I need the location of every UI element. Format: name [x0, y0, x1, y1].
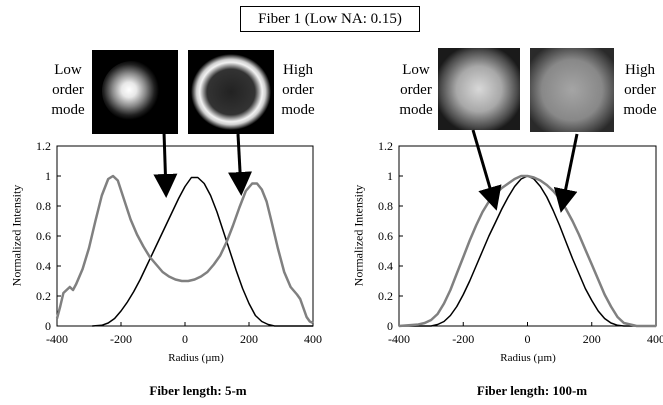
y-tick-label: 0: [387, 319, 393, 333]
series-line: [92, 176, 313, 327]
panel1-low-mode-photo: [92, 50, 178, 134]
panel2-ylabel: Normalized Intensity: [351, 184, 366, 287]
pointer-arrow: [153, 131, 178, 198]
x-tick-label: -200: [110, 332, 132, 346]
x-tick-label: 400: [647, 332, 663, 346]
x-tick-label: 400: [304, 332, 322, 346]
panel2-low-mode-photo: [438, 48, 520, 130]
label-line: order: [400, 82, 432, 98]
panel2-high-mode-label: High order mode: [620, 60, 660, 120]
panel1-caption: Fiber length: 5-m: [149, 383, 247, 398]
high-mode-photo-svg: [188, 50, 274, 134]
label-line: order: [282, 82, 314, 98]
y-tick-label: 0.2: [36, 289, 51, 303]
x-tick-label: 0: [525, 332, 531, 346]
label-line: Low: [54, 62, 82, 78]
panel1-high-mode-photo: [188, 50, 274, 134]
y-tick-label: 0.2: [378, 289, 393, 303]
panel1-ylabel-wrap: Normalized Intensity: [10, 176, 24, 296]
panel2-xlabel: Radius (µm): [500, 352, 556, 364]
panel2-high-mode-photo: [530, 48, 614, 132]
y-tick-label: 0.8: [378, 199, 393, 213]
x-tick-label: 0: [182, 332, 188, 346]
series-line: [398, 174, 656, 328]
x-tick-label: -400: [388, 332, 410, 346]
y-tick-label: 1.2: [378, 139, 393, 153]
label-line: mode: [623, 102, 657, 118]
series-line: [55, 174, 314, 325]
label-line: mode: [281, 102, 315, 118]
x-tick-label: 200: [583, 332, 601, 346]
panel1-low-mode-label: Low order mode: [40, 60, 96, 120]
label-line: mode: [51, 102, 85, 118]
pointer-arrow: [228, 133, 253, 196]
panel1-ylabel: Normalized Intensity: [9, 184, 24, 287]
y-tick-label: 1: [45, 169, 51, 183]
figure-title: Fiber 1 (Low NA: 0.15): [240, 6, 420, 32]
high-mode-photo-svg: [530, 48, 614, 132]
y-tick-label: 1.2: [36, 139, 51, 153]
x-tick-label: -200: [452, 332, 474, 346]
x-tick-label: 200: [240, 332, 258, 346]
pointer-arrow: [553, 133, 579, 213]
y-tick-label: 0.8: [36, 199, 51, 213]
panel2-caption: Fiber length: 100-m: [476, 383, 588, 398]
label-line: High: [625, 62, 655, 78]
y-tick-label: 0.6: [36, 229, 51, 243]
panel1-high-mode-label: High order mode: [278, 60, 318, 120]
y-tick-label: 1: [387, 169, 393, 183]
y-tick-label: 0.4: [36, 259, 51, 273]
low-mode-photo-svg: [92, 50, 178, 134]
label-line: Low: [402, 62, 430, 78]
pointer-arrow: [471, 129, 502, 211]
x-tick-label: -400: [46, 332, 68, 346]
label-line: order: [624, 82, 656, 98]
y-tick-label: 0: [45, 319, 51, 333]
panel1-xlabel: Radius (µm): [168, 352, 224, 364]
panel2-ylabel-wrap: Normalized Intensity: [352, 176, 366, 296]
panel2-low-mode-label: Low order mode: [388, 60, 444, 120]
plot-frame: [398, 145, 657, 327]
low-mode-photo-svg: [438, 48, 520, 130]
label-line: High: [283, 62, 313, 78]
y-tick-label: 0.6: [378, 229, 393, 243]
label-line: order: [52, 82, 84, 98]
series-line: [399, 175, 656, 327]
y-tick-label: 0.4: [378, 259, 393, 273]
label-line: mode: [399, 102, 433, 118]
